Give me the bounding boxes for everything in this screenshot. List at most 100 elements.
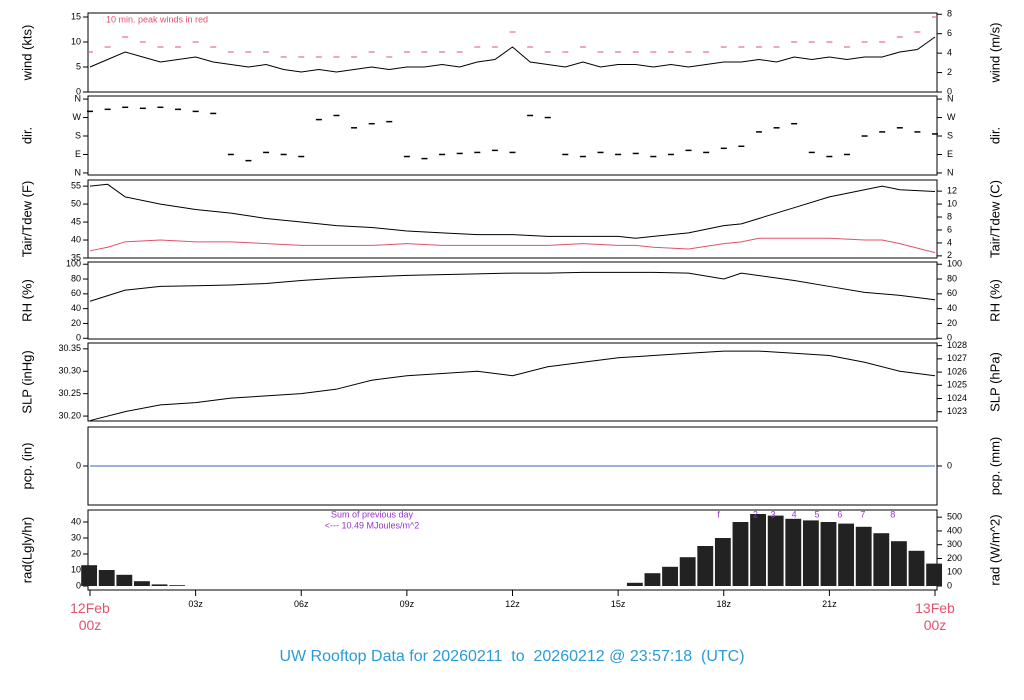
y-tick-label: 40 <box>71 516 81 526</box>
y-axis-label: RH (%) <box>19 279 34 322</box>
y-tick-label: 40 <box>71 234 81 244</box>
y-axis-label: pcp. (in) <box>19 443 34 490</box>
y-tick-label: 50 <box>71 198 81 208</box>
y2-tick-label: 2 <box>947 67 952 77</box>
y2-tick-label: 300 <box>947 539 962 549</box>
bar <box>644 573 661 586</box>
annotation: Sum of previous day <box>331 509 414 519</box>
y2-tick-label: 0 <box>947 460 952 470</box>
y2-tick-label: 200 <box>947 553 962 563</box>
y-tick-label: 0 <box>76 86 81 96</box>
annotation: <--- 10.49 MJoules/m^2 <box>325 520 420 530</box>
y-axis-label: dir. <box>19 127 34 144</box>
y-tick-label: 35 <box>71 252 81 262</box>
y-tick-label: 15 <box>71 11 81 21</box>
y2-tick-label: 12 <box>947 186 957 196</box>
chart-title: UW Rooftop Data for 20260211 to 20260212… <box>279 648 745 665</box>
y-tick-label: S <box>75 130 81 140</box>
y2-tick-label: 1028 <box>947 340 967 350</box>
y2-tick-label: 80 <box>947 273 957 283</box>
bar <box>151 584 168 586</box>
bar <box>679 557 696 586</box>
panel-frame <box>87 12 938 93</box>
y-tick-label: 55 <box>71 180 81 190</box>
hour-marker: 5 <box>815 509 820 519</box>
bar <box>626 582 643 586</box>
bar <box>820 522 837 586</box>
y2-tick-label: 0 <box>947 86 952 96</box>
y2-tick-label: 500 <box>947 512 962 522</box>
series-line <box>89 350 936 422</box>
y-tick-label: 45 <box>71 216 81 226</box>
hour-marker: 6 <box>837 509 842 519</box>
y-tick-label: 0 <box>76 580 81 590</box>
y-tick-label: 30 <box>71 532 81 542</box>
y-tick-label: 80 <box>71 273 81 283</box>
bar <box>169 585 186 586</box>
y2-tick-label: 8 <box>947 9 952 19</box>
y2-tick-label: 1024 <box>947 393 967 403</box>
y2-tick-label: 400 <box>947 525 962 535</box>
y-tick-label: 30.25 <box>58 388 81 398</box>
bar <box>802 520 819 586</box>
y2-tick-label: 8 <box>947 211 952 221</box>
y-axis-label: wind (kts) <box>19 25 34 82</box>
y-tick-label: 60 <box>71 288 81 298</box>
panel-frame <box>87 261 938 340</box>
x-tick-label: 21z <box>822 599 837 609</box>
bar <box>714 538 731 586</box>
hour-marker: 3 <box>771 509 776 519</box>
y-tick-label: 10 <box>71 36 81 46</box>
y2-axis-label: RH (%) <box>987 279 1002 322</box>
y2-tick-label: 2 <box>947 250 952 260</box>
bar <box>134 581 150 586</box>
y-tick-label: 20 <box>71 318 81 328</box>
y2-tick-label: 100 <box>947 567 962 577</box>
bar <box>838 523 855 586</box>
y-tick-label: 40 <box>71 303 81 313</box>
annotation: 10 min. peak winds in red <box>106 14 208 24</box>
x-tick-label: 12Feb 00z <box>70 600 110 633</box>
y-tick-label: 100 <box>66 259 81 269</box>
y2-tick-label: N <box>947 93 954 103</box>
y2-tick-label: 6 <box>947 28 952 38</box>
bar <box>81 565 98 586</box>
hour-marker: 7 <box>860 509 865 519</box>
x-tick-label: 03z <box>188 599 203 609</box>
y-tick-label: 0 <box>76 333 81 343</box>
panel-frame <box>87 95 938 176</box>
hour-marker: 8 <box>890 509 895 519</box>
bar <box>662 566 678 586</box>
hour-marker: 2 <box>753 509 758 519</box>
x-tick-label: 15z <box>610 599 626 609</box>
x-tick-label: 12z <box>505 599 520 609</box>
series-line <box>89 183 936 239</box>
y2-tick-label: 100 <box>947 259 962 269</box>
y2-tick-label: 1026 <box>947 366 967 376</box>
y2-tick-label: 40 <box>947 303 957 313</box>
bar <box>785 518 802 586</box>
bar <box>732 522 749 586</box>
series-line <box>89 36 936 73</box>
y2-tick-label: 60 <box>947 288 957 298</box>
y2-tick-label: 10 <box>947 198 957 208</box>
y-tick-label: 30.20 <box>58 410 81 420</box>
y2-axis-label: wind (m/s) <box>987 23 1002 84</box>
y-axis-label: rad(Lgly/hr) <box>19 517 34 583</box>
y-tick-label: 0 <box>76 460 81 470</box>
y2-tick-label: S <box>947 130 953 140</box>
y2-tick-label: E <box>947 149 953 159</box>
y-tick-label: 30.35 <box>58 343 81 353</box>
y-axis-label: SLP (inHg) <box>19 350 34 413</box>
bar <box>116 574 133 586</box>
y2-tick-label: 1025 <box>947 380 967 390</box>
panel-frame <box>87 179 938 259</box>
series-line <box>89 271 936 302</box>
y2-axis-label: pcp. (mm) <box>987 437 1002 496</box>
y2-axis-label: dir. <box>987 127 1002 144</box>
hour-marker: 4 <box>792 509 797 519</box>
panel-frame <box>87 342 938 422</box>
y2-tick-label: 0 <box>947 333 952 343</box>
